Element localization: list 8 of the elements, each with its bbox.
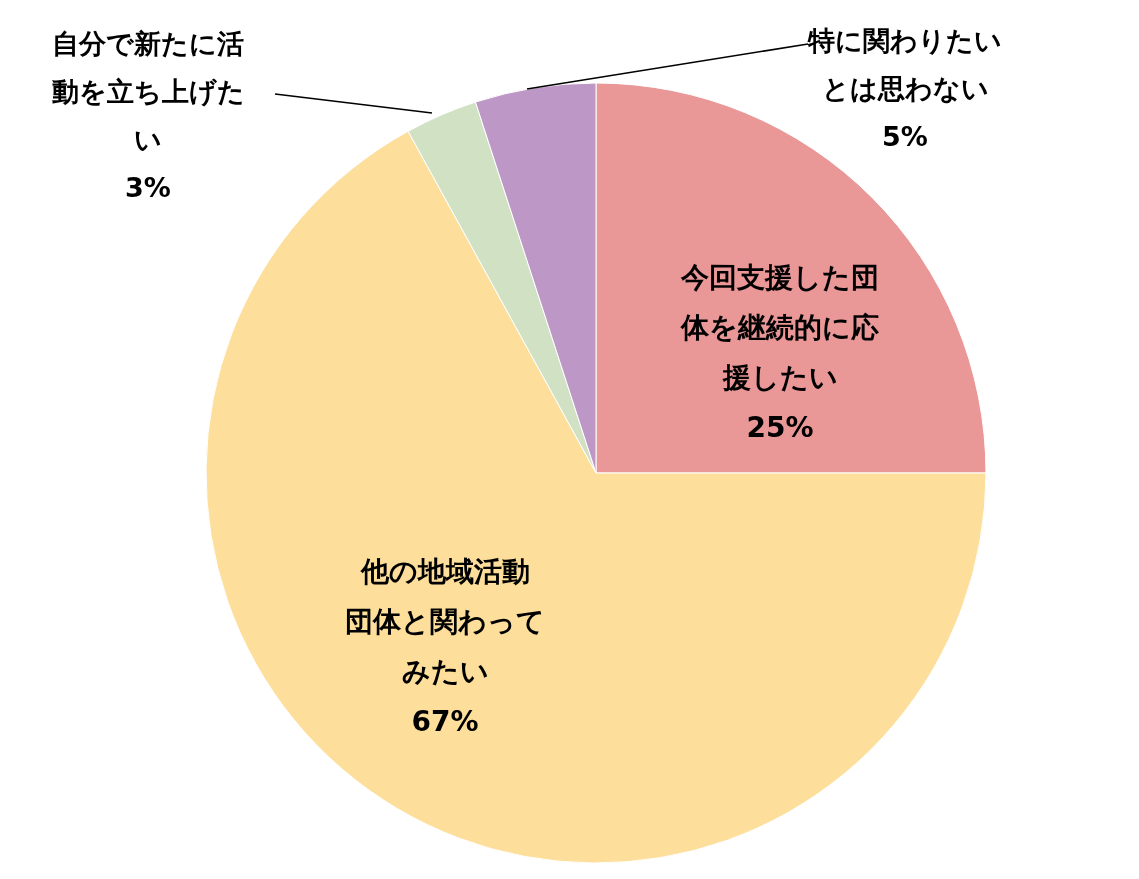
data-label: 5%	[882, 121, 928, 152]
slice-label: 自分で新たに活動を立ち上げたい	[50, 28, 245, 155]
data-label: 67%	[411, 704, 479, 738]
slice-label: 今回支援した団体を継続的に応援したい	[680, 260, 879, 394]
data-label: 25%	[746, 410, 814, 444]
slice-label: 特に関わりたいとは思わない	[807, 25, 1002, 104]
slice-label: 他の地域活動団体と関わってみたい	[345, 554, 545, 688]
data-label: 3%	[125, 172, 171, 203]
